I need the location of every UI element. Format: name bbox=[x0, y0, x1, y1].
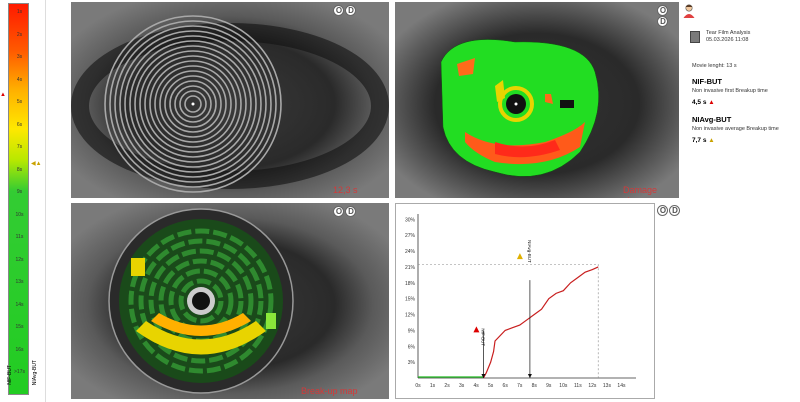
breakup-time-scale: 1s 2s 3s 4s 5s 6s 7s 8s 9s 10s 11s 12s 13s 14s 15s 16s >… bbox=[0, 0, 46, 402]
niavg-description: Non invasive average Breakup time bbox=[692, 126, 779, 132]
damage-stream-caption: Damage stream bbox=[623, 185, 658, 198]
scale-tick: 13s bbox=[15, 279, 24, 285]
y-tick-label: 12% bbox=[405, 313, 416, 319]
niavg-warning-icon: ▲ bbox=[708, 137, 715, 144]
eye-label-d: D bbox=[345, 5, 356, 16]
nif-warning-marker: ▲ bbox=[0, 92, 6, 98]
marker-arrow bbox=[481, 374, 486, 378]
marker-warning-icon bbox=[516, 253, 523, 260]
y-tick-label: 30% bbox=[405, 217, 416, 223]
x-tick-label: 3s bbox=[459, 383, 465, 389]
x-tick-label: 5s bbox=[488, 383, 494, 389]
eye-label-o: O bbox=[657, 205, 668, 216]
scale-tick: 3s bbox=[16, 54, 23, 60]
y-tick-label: 18% bbox=[405, 281, 416, 287]
y-tick-label: 6% bbox=[408, 344, 416, 350]
scale-tick: 2s bbox=[16, 31, 23, 38]
eye-label-d: D bbox=[657, 16, 668, 27]
x-tick-label: 7s bbox=[517, 383, 523, 389]
nif-description: Non invasive first Breakup time bbox=[692, 88, 768, 94]
marker-arrow bbox=[527, 374, 532, 378]
damage-stream-panel[interactable]: OD Damage stream bbox=[395, 2, 679, 198]
x-tick-label: 0s bbox=[415, 383, 421, 389]
breakup-chart-panel[interactable]: 0s 1s 2s 3s 4s 5s 6s 7s 8s 9s 10s 11s 12s 13s 14s 3% 6% 9… bbox=[395, 203, 655, 399]
niavg-heading: NIAvg-BUT bbox=[692, 115, 732, 124]
scale-tick: 12s bbox=[15, 256, 24, 263]
marker-label: NIF-BUT bbox=[480, 328, 485, 346]
y-tick-label: 24% bbox=[405, 249, 416, 255]
scale-tick: 15s bbox=[15, 324, 24, 330]
marker-warning-icon bbox=[473, 326, 480, 333]
y-tick-label: 3% bbox=[408, 360, 416, 366]
x-tick-label: 11s bbox=[574, 383, 582, 389]
placido-time-caption: 12,3 s bbox=[333, 185, 358, 195]
eye-label-o: O bbox=[657, 5, 668, 16]
color-scale-bar: 1s 2s 3s 4s 5s 6s 7s 8s 9s 10s 11s 12s 13s 14s 15s 16s >… bbox=[8, 3, 29, 395]
file-title: Tear Film Analysis bbox=[706, 30, 751, 36]
scale-label-niavg: NIAvg-BUT bbox=[32, 360, 38, 386]
x-tick-label: 6s bbox=[503, 383, 509, 389]
movie-length: Movie lenght: 13 s bbox=[692, 63, 737, 69]
scale-tick: 1s bbox=[16, 9, 23, 15]
scale-tick: 11s bbox=[15, 234, 24, 240]
x-tick-label: 13s bbox=[603, 383, 612, 389]
breakup-map-caption: Break-up map bbox=[301, 386, 358, 396]
x-tick-label: 9s bbox=[546, 383, 552, 389]
scale-tick: 8s bbox=[16, 166, 23, 173]
breakup-curve bbox=[482, 266, 599, 379]
x-tick-label: 10s bbox=[559, 383, 568, 389]
scale-tick: 10s bbox=[15, 211, 24, 218]
eye-label-o: O bbox=[333, 5, 344, 16]
eye-label-d: D bbox=[345, 206, 356, 217]
x-tick-label: 12s bbox=[588, 383, 597, 389]
nif-value: 4,5 s ▲ bbox=[692, 99, 715, 106]
damage-stream-map bbox=[395, 2, 679, 198]
scale-tick: 5s bbox=[16, 99, 23, 105]
niavg-warning-marker: ◀▲ bbox=[31, 161, 42, 167]
nif-heading: NIF-BUT bbox=[692, 77, 722, 86]
x-tick-label: 2s bbox=[444, 383, 450, 389]
scale-tick: 14s bbox=[15, 301, 24, 308]
y-tick-label: 27% bbox=[405, 233, 416, 239]
x-tick-label: 4s bbox=[473, 383, 479, 389]
x-tick-label: 8s bbox=[532, 383, 538, 389]
y-tick-label: 21% bbox=[405, 265, 416, 271]
scale-tick: >17s bbox=[14, 369, 25, 375]
scale-tick: 9s bbox=[16, 189, 23, 195]
scale-tick: 16s bbox=[15, 346, 24, 353]
scale-tick: 6s bbox=[16, 121, 23, 128]
breakup-map-image bbox=[71, 203, 389, 399]
scale-tick: 4s bbox=[16, 76, 23, 83]
x-tick-label: 14s bbox=[617, 383, 626, 389]
y-tick-label: 9% bbox=[408, 328, 416, 334]
scale-label-nif: NIF-BUT bbox=[7, 365, 13, 385]
placido-eye-image bbox=[71, 2, 389, 198]
eye-label-o: O bbox=[333, 206, 344, 217]
scale-tick: 7s bbox=[16, 144, 23, 150]
tear-film-file-icon[interactable] bbox=[690, 31, 700, 43]
file-date: 05.03.2026 11:08 bbox=[706, 37, 749, 43]
marker-label: NIAvg-BUT bbox=[527, 240, 532, 263]
nif-warning-icon: ▲ bbox=[708, 99, 715, 106]
breakup-curve-chart: 0s 1s 2s 3s 4s 5s 6s 7s 8s 9s 10s 11s 12s 13s 14s 3% 6% 9… bbox=[405, 214, 636, 389]
x-tick-label: 1s bbox=[430, 383, 436, 389]
user-avatar-icon[interactable] bbox=[681, 3, 697, 19]
y-tick-label: 15% bbox=[405, 297, 416, 303]
eye-label-d: D bbox=[669, 205, 680, 216]
niavg-value: 7,7 s ▲ bbox=[692, 137, 715, 144]
